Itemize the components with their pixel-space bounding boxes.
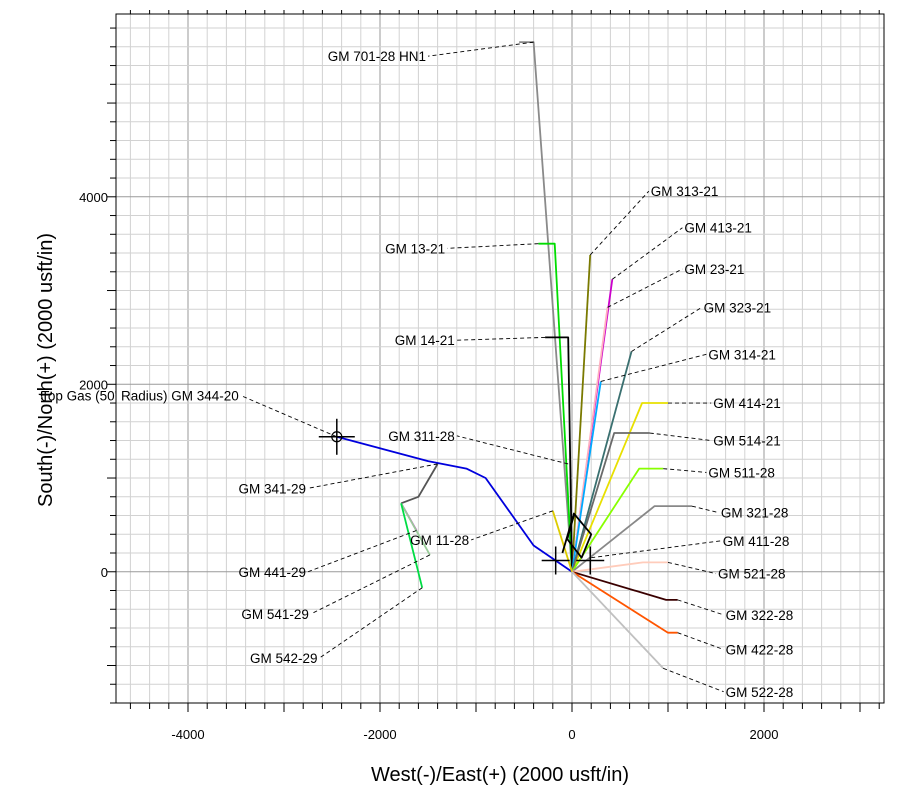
annotation-label: GM 441-29 <box>238 565 306 580</box>
x-tick-label: -4000 <box>171 727 204 742</box>
annotation-label: GM 521-28 <box>718 567 786 582</box>
wellpath-line <box>571 561 668 573</box>
wellpath-line <box>571 505 692 573</box>
annotation-label: GM 323-21 <box>704 300 772 315</box>
x-tick-label: -2000 <box>363 727 396 742</box>
wellpath-line <box>561 512 593 559</box>
annotation-leader <box>677 632 724 650</box>
annotation-leader <box>307 463 438 489</box>
wellpath-series <box>336 41 692 669</box>
annotation-leader <box>691 505 719 514</box>
wellpath-line <box>571 571 664 669</box>
axis-ticks: -4000 -2000 0 2000 0 2000 4000 <box>79 10 880 742</box>
y-tick-label: 2000 <box>79 377 108 392</box>
plot-frame <box>115 13 885 704</box>
wellpath-line <box>571 570 678 601</box>
x-tick-label: 2000 <box>750 727 779 742</box>
annotation-label: GM 413-21 <box>684 221 752 236</box>
annotation-leader <box>612 227 683 280</box>
annotation-leader <box>663 667 724 693</box>
annotation-leader <box>600 353 707 382</box>
annotation-leader <box>649 432 712 441</box>
wellpath-line <box>538 242 573 572</box>
annotation-leader <box>663 468 707 473</box>
annotation-leader <box>240 395 337 438</box>
wellpath-line <box>519 41 573 572</box>
wellpath-line <box>571 571 678 634</box>
wellpath-line <box>571 254 592 572</box>
annotation-label: GM 422-28 <box>726 643 794 658</box>
annotation-leader <box>607 268 683 308</box>
annotation-leader <box>456 336 546 341</box>
markers <box>318 418 605 575</box>
y-tick-label: 4000 <box>79 190 108 205</box>
annotation-leader <box>447 243 539 249</box>
annotation-label: GM 411-28 <box>723 534 790 549</box>
annotation-label: GM 313-21 <box>651 184 719 199</box>
annotation-leader <box>456 435 569 465</box>
x-tick-label: 0 <box>568 727 575 742</box>
annotation-leader <box>471 510 553 541</box>
annotation-label: GM 321-28 <box>721 506 789 521</box>
annotation-leader <box>319 587 423 659</box>
annotation-label: GM 14-21 <box>395 333 455 348</box>
wellpath-line <box>336 435 573 573</box>
annotation-label: GM 11-28 <box>410 533 469 548</box>
wellpath-line <box>400 503 424 588</box>
annotation-label: GM 514-21 <box>713 434 781 449</box>
annotation-label: Top Gas (50' Radius) GM 344-20 <box>41 389 239 404</box>
grid <box>116 14 884 704</box>
annotation-leader <box>307 530 417 573</box>
annotation-leader <box>591 540 721 559</box>
annotation-leader <box>310 554 431 615</box>
x-axis-title: West(-)/East(+) (2000 usft/in) <box>371 764 629 786</box>
annotation-label: GM 341-29 <box>238 481 306 496</box>
annotation-label: GM 314-21 <box>708 347 776 362</box>
annotation-leader <box>677 599 724 616</box>
wellpath-line <box>400 463 439 505</box>
annotation-label: GM 542-29 <box>250 651 318 666</box>
annotation-label: GM 541-29 <box>241 607 309 622</box>
annotation-label: GM 701-28 HN1 <box>328 49 426 64</box>
annotation-label: GM 522-28 <box>726 685 794 700</box>
annotation-labels: GM 701-28 HN1 GM 313-21 GM 413-21 GM 23-21 G… <box>41 49 793 700</box>
annotation-label: GM 13-21 <box>385 241 445 256</box>
annotation-label: GM 414-21 <box>713 396 781 411</box>
wellpath-line <box>545 336 573 572</box>
wellpath-line <box>571 402 668 573</box>
annotation-leader <box>667 561 717 575</box>
wellpath-line <box>571 467 664 573</box>
wellpath-line <box>551 510 573 573</box>
annotation-label: GM 511-28 <box>708 465 775 480</box>
y-axis-title: South(-)/North(+) (2000 usft/in) <box>35 233 57 507</box>
annotation-leaders <box>240 41 724 693</box>
annotation-leader <box>427 41 534 57</box>
target-circle <box>331 431 343 443</box>
y-tick-label: 0 <box>101 565 108 580</box>
wellpath-line <box>571 432 650 573</box>
annotation-leader <box>589 190 650 256</box>
annotation-label: GM 311-28 <box>388 429 455 444</box>
annotation-label: GM 322-28 <box>726 608 794 623</box>
wellpath-line <box>571 381 602 572</box>
wellpath-line <box>571 351 633 573</box>
annotation-label: GM 23-21 <box>684 262 744 277</box>
annotation-leader <box>631 307 702 352</box>
wellpath-line <box>400 502 431 556</box>
